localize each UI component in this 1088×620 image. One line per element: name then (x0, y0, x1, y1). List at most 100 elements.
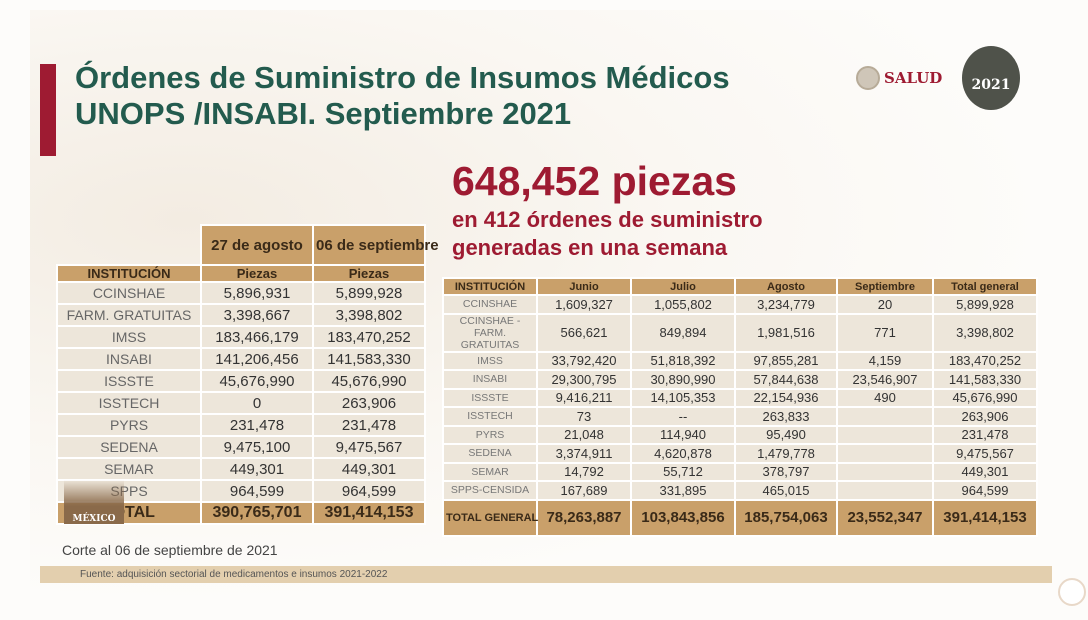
institution-cell: CCINSHAE - FARM. GRATUITAS (442, 312, 538, 353)
value-cell: 45,676,990 (200, 369, 314, 393)
subtitle-line-1: en 412 órdenes de suministro (452, 207, 763, 232)
value-cell: 0 (200, 391, 314, 415)
value-cell: 3,374,911 (536, 443, 632, 464)
institution-cell: PYRS (442, 424, 538, 445)
column-header: INSTITUCIÓN (56, 264, 202, 283)
table-row: IMSS 33,792,420 51,818,392 97,855,281 4,159 1… (442, 350, 1038, 371)
value-cell: 167,689 (536, 480, 632, 501)
column-header: Total general (932, 277, 1038, 296)
value-cell: 3,398,802 (932, 312, 1038, 353)
value-cell: 73 (536, 406, 632, 427)
value-cell: 231,478 (932, 424, 1038, 445)
table-row: IMSS 183,466,179 183,470,252 (56, 325, 426, 349)
table-row: ISSSTE 45,676,990 45,676,990 (56, 369, 426, 393)
value-cell: 849,894 (630, 312, 736, 353)
year-logo-text: 2021 (971, 77, 1011, 93)
salud-logo-text: SALUD (884, 69, 943, 87)
value-cell: 45,676,990 (932, 387, 1038, 408)
value-cell: 22,154,936 (734, 387, 838, 408)
value-cell: 465,015 (734, 480, 838, 501)
value-cell: 378,797 (734, 461, 838, 482)
date-header: 06 de septiembre (312, 224, 439, 266)
table-row: CCINSHAE - FARM. GRATUITAS 566,621 849,894… (442, 312, 1038, 353)
value-cell: 964,599 (932, 480, 1038, 501)
value-cell: 57,844,638 (734, 369, 838, 390)
title-line-1: Órdenes de Suministro de Insumos Médicos (75, 60, 730, 95)
institution-cell: ISSSTE (56, 369, 202, 393)
institution-cell: SEDENA (442, 443, 538, 464)
gobierno-logo-text: MÉXICO (72, 514, 116, 524)
value-cell: 391,414,153 (312, 501, 426, 525)
value-cell: 9,416,211 (536, 387, 632, 408)
value-cell: 51,818,392 (630, 350, 736, 371)
value-cell: 1,055,802 (630, 294, 736, 315)
value-cell: 263,833 (734, 406, 838, 427)
value-cell: 566,621 (536, 312, 632, 353)
gobierno-de-mexico-logo: MÉXICO (64, 480, 124, 524)
table-row: SEDENA 3,374,911 4,620,878 1,479,778 9,475,5… (442, 443, 1038, 464)
column-header: Agosto (734, 277, 838, 296)
value-cell: 771 (836, 312, 934, 353)
value-cell: 5,896,931 (200, 281, 314, 305)
institution-cell: INSABI (442, 369, 538, 390)
value-cell: 449,301 (312, 457, 426, 481)
value-cell (836, 424, 934, 445)
value-cell: 1,981,516 (734, 312, 838, 353)
table-row: INSABI 141,206,456 141,583,330 (56, 347, 426, 371)
value-cell: 33,792,420 (536, 350, 632, 371)
table-row: CCINSHAE 1,609,327 1,055,802 3,234,779 20 5,8… (442, 294, 1038, 315)
value-cell: 183,470,252 (312, 325, 426, 349)
value-cell: 78,263,887 (536, 498, 632, 537)
value-cell: 5,899,928 (932, 294, 1038, 315)
table-row: PYRS 231,478 231,478 (56, 413, 426, 437)
value-cell: 1,479,778 (734, 443, 838, 464)
institution-cell: INSABI (56, 347, 202, 371)
value-cell: 331,895 (630, 480, 736, 501)
value-cell: 23,552,347 (836, 498, 934, 537)
value-cell: 55,712 (630, 461, 736, 482)
institution-cell: IMSS (56, 325, 202, 349)
table-row: CCINSHAE 5,896,931 5,899,928 (56, 281, 426, 305)
value-cell (836, 461, 934, 482)
value-cell: 141,206,456 (200, 347, 314, 371)
value-cell: 3,398,667 (200, 303, 314, 327)
value-cell: 29,300,795 (536, 369, 632, 390)
institution-cell: ISSSTE (442, 387, 538, 408)
value-cell (836, 406, 934, 427)
value-cell: 9,475,567 (932, 443, 1038, 464)
corner-seal-icon (1058, 578, 1086, 606)
table-row: SEMAR 449,301 449,301 (56, 457, 426, 481)
value-cell: 964,599 (200, 479, 314, 503)
value-cell: 4,159 (836, 350, 934, 371)
headline-subtitle: en 412 órdenes de suministro generadas e… (452, 206, 763, 262)
column-header: Piezas (312, 264, 426, 283)
year-2021-logo: 2021 (962, 46, 1020, 110)
institution-cell: CCINSHAE (442, 294, 538, 315)
value-cell: 390,765,701 (200, 501, 314, 525)
institution-cell: FARM. GRATUITAS (56, 303, 202, 327)
institution-cell: IMSS (442, 350, 538, 371)
value-cell: 449,301 (200, 457, 314, 481)
value-cell (836, 480, 934, 501)
national-seal-icon (856, 66, 880, 90)
value-cell: 231,478 (312, 413, 426, 437)
right-monthly-table: INSTITUCIÓN Junio Julio Agosto Septiembre Tot… (442, 277, 1038, 537)
value-cell: 9,475,567 (312, 435, 426, 459)
value-cell: 14,105,353 (630, 387, 736, 408)
value-cell: 23,546,907 (836, 369, 934, 390)
value-cell: 21,048 (536, 424, 632, 445)
value-cell: 20 (836, 294, 934, 315)
value-cell: 391,414,153 (932, 498, 1038, 537)
value-cell: 97,855,281 (734, 350, 838, 371)
date-header: 27 de agosto (200, 224, 314, 266)
accent-bar (40, 64, 56, 156)
value-cell: 3,398,802 (312, 303, 426, 327)
table-row: ISSTECH 73 -- 263,833 263,906 (442, 406, 1038, 427)
value-cell: 183,466,179 (200, 325, 314, 349)
value-cell: 103,843,856 (630, 498, 736, 537)
institution-cell: PYRS (56, 413, 202, 437)
value-cell: 45,676,990 (312, 369, 426, 393)
value-cell: 30,890,990 (630, 369, 736, 390)
value-cell: 14,792 (536, 461, 632, 482)
value-cell: 3,234,779 (734, 294, 838, 315)
